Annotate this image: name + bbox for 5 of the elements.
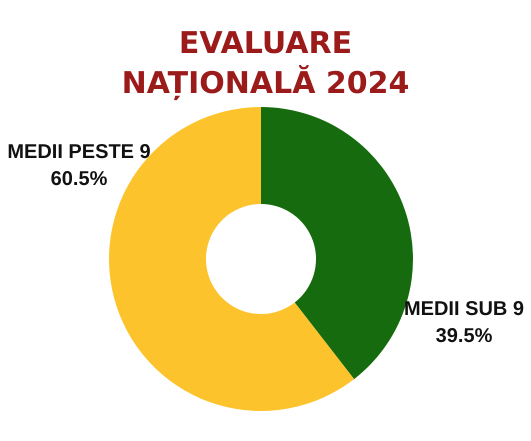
data-label: 39.5% — [436, 325, 493, 347]
chart-title: EVALUARE NAȚIONALĂ 2024 — [122, 26, 410, 101]
slice-label: MEDII SUB 9 — [404, 298, 524, 320]
data-label: 60.5% — [50, 168, 108, 190]
slice-label: MEDII PESTE 9 — [7, 141, 151, 163]
